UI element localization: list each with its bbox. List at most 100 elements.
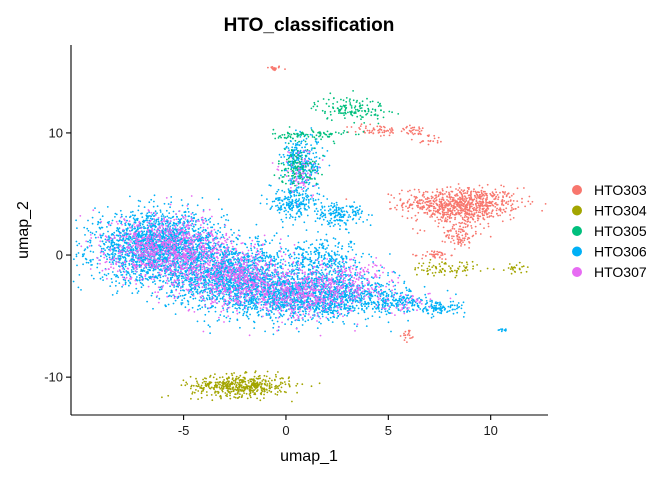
data-point [192, 293, 195, 295]
data-point [307, 253, 310, 256]
data-point [125, 237, 128, 240]
data-point [107, 230, 109, 233]
data-point [350, 288, 353, 291]
data-point [144, 237, 147, 240]
data-point [181, 285, 184, 287]
data-point [151, 292, 154, 295]
data-point [263, 254, 265, 256]
data-point [333, 215, 336, 218]
data-point [343, 323, 345, 325]
data-point [300, 186, 302, 189]
data-point [386, 282, 388, 285]
data-point [141, 223, 144, 226]
data-point [248, 236, 251, 239]
data-point [330, 266, 333, 269]
data-point [335, 283, 338, 285]
data-point [270, 207, 273, 209]
data-point [153, 280, 156, 282]
data-point [87, 261, 90, 264]
data-point [348, 205, 351, 208]
data-point [342, 320, 344, 323]
data-point [359, 289, 361, 291]
data-point [297, 177, 300, 179]
data-point [317, 262, 320, 265]
data-point [303, 221, 306, 224]
data-point [129, 195, 131, 198]
data-point [310, 163, 313, 165]
data-point [357, 209, 360, 212]
data-point [124, 281, 127, 284]
data-point [292, 204, 295, 207]
data-point [419, 308, 422, 310]
data-point [312, 198, 315, 200]
data-point [282, 258, 285, 261]
data-point [265, 312, 268, 315]
data-point [111, 219, 114, 222]
data-point [95, 231, 98, 233]
data-point [157, 263, 160, 266]
data-point [164, 216, 167, 218]
data-point [172, 302, 175, 305]
data-point [290, 323, 293, 326]
data-point [364, 305, 366, 308]
data-point [168, 294, 171, 297]
data-point [379, 285, 382, 288]
data-point [308, 206, 310, 209]
data-point [209, 287, 212, 290]
data-point [242, 314, 245, 317]
data-point [223, 315, 226, 317]
data-point [316, 143, 318, 145]
data-point [409, 296, 412, 299]
data-point [153, 221, 155, 223]
data-point [268, 242, 271, 245]
data-point [325, 251, 327, 253]
data-point [148, 229, 151, 232]
data-point [331, 273, 333, 276]
data-point [146, 212, 149, 215]
data-point [439, 309, 442, 311]
data-point [334, 263, 337, 266]
data-point [130, 258, 133, 260]
data-point [322, 195, 325, 198]
data-point [149, 277, 151, 280]
data-point [362, 221, 365, 223]
data-point [160, 268, 162, 271]
data-point [90, 244, 93, 247]
data-point [315, 239, 318, 242]
data-point [289, 213, 292, 216]
data-point [394, 288, 396, 291]
data-point [128, 262, 131, 265]
data-point [123, 241, 126, 244]
data-point [264, 257, 267, 260]
data-point [301, 196, 304, 199]
data-point [243, 310, 246, 313]
data-point [333, 302, 336, 305]
data-point [264, 260, 267, 262]
data-point [199, 267, 202, 269]
data-point [205, 297, 208, 300]
data-point [353, 243, 356, 245]
data-point [257, 243, 260, 246]
data-point [142, 284, 145, 287]
data-point [392, 296, 395, 299]
data-point [276, 263, 279, 265]
data-point [432, 315, 435, 318]
data-point [221, 208, 223, 211]
data-point [343, 273, 345, 276]
data-point [291, 216, 294, 219]
data-point [284, 264, 287, 266]
data-point [272, 333, 275, 336]
data-point [412, 309, 415, 311]
data-point [334, 309, 336, 312]
data-point [132, 248, 135, 250]
data-point [104, 238, 107, 241]
data-point [330, 262, 333, 265]
data-point [130, 229, 133, 232]
data-point [265, 314, 268, 316]
data-point [129, 281, 131, 284]
data-point [317, 231, 319, 233]
data-point [82, 263, 84, 266]
data-point [439, 312, 441, 314]
data-point [406, 289, 408, 292]
data-point [456, 311, 459, 314]
